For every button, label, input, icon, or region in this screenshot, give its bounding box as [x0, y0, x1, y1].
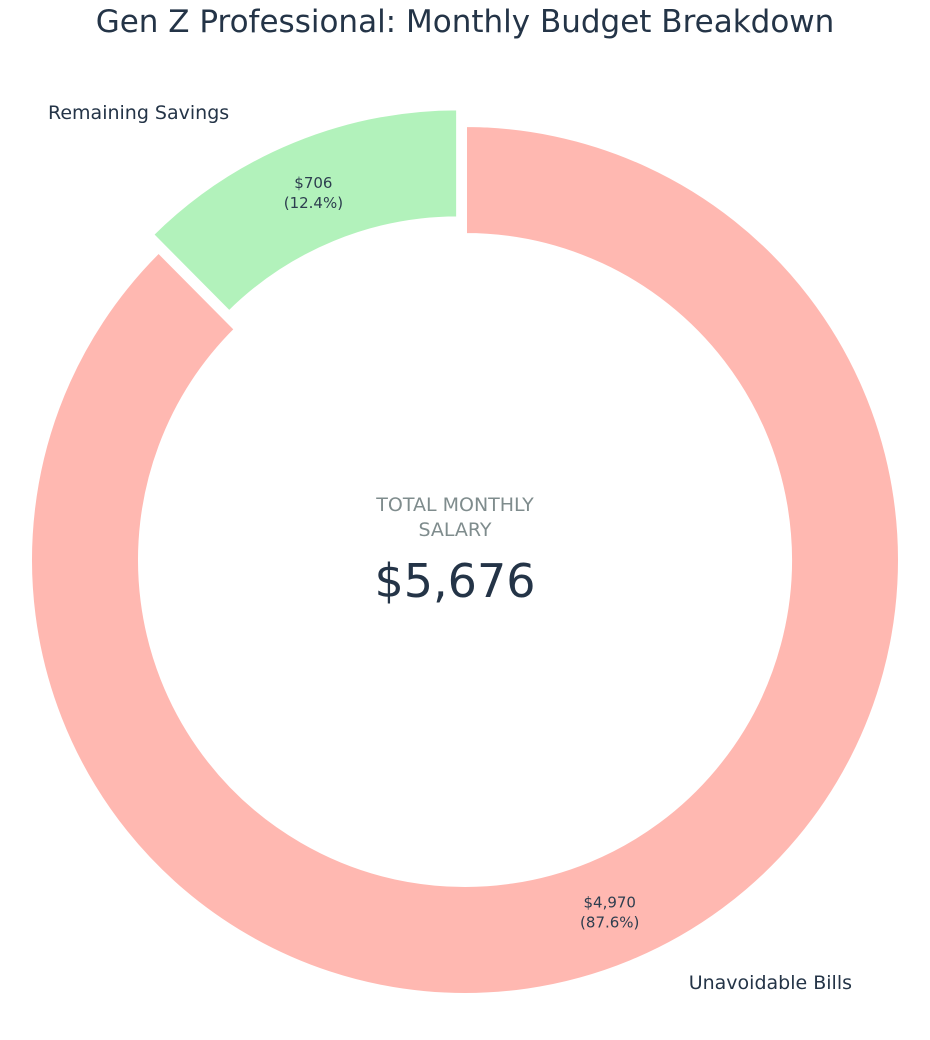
slice-percent-label-0: (12.4%)	[284, 194, 343, 212]
donut-slice-remaining-savings	[149, 106, 461, 315]
center-caption-line2: SALARY	[418, 519, 491, 541]
slice-value-label-1: $4,970	[583, 893, 636, 911]
slice-percent-label-1: (87.6%)	[580, 913, 639, 931]
donut-slice-unavoidable-bills	[28, 123, 902, 997]
category-label-remaining-savings: Remaining Savings	[48, 102, 229, 124]
center-caption-line1: TOTAL MONTHLY	[375, 494, 534, 516]
chart-title: Gen Z Professional: Monthly Budget Break…	[95, 4, 835, 40]
category-label-unavoidable-bills: Unavoidable Bills	[689, 972, 852, 994]
slice-value-label-0: $706	[294, 174, 332, 192]
labels-group: $706 (12.4%) $4,970 (87.6%) Remaining Saving…	[48, 102, 852, 994]
slices-group	[28, 106, 902, 997]
center-total-value: $5,676	[375, 554, 536, 608]
